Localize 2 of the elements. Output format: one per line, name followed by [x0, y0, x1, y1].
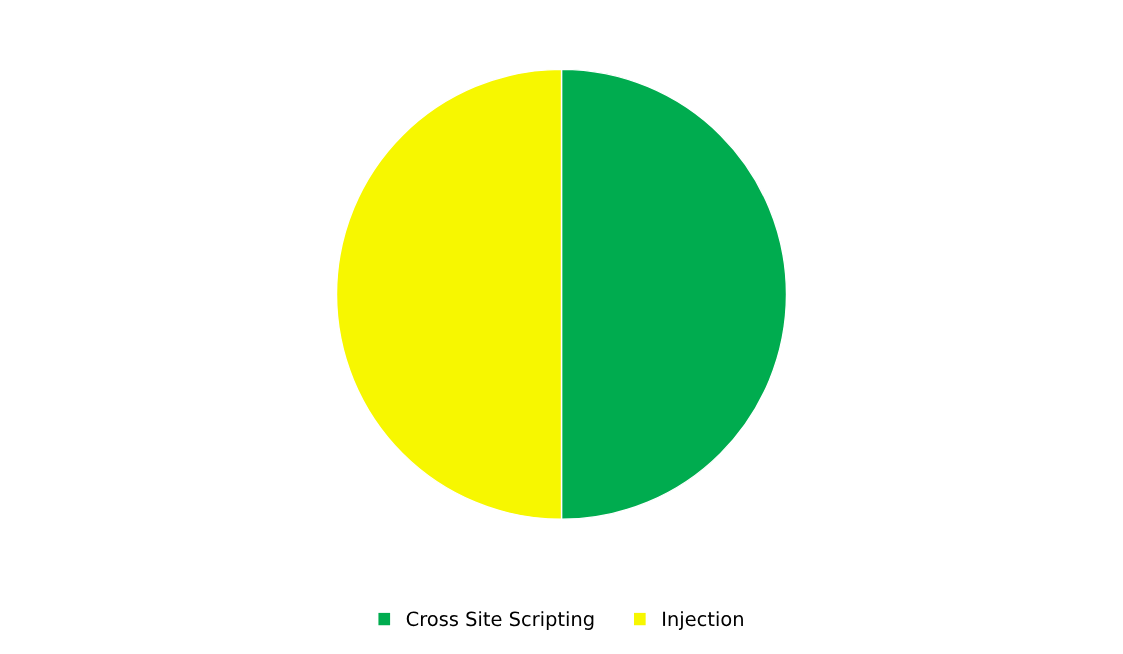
legend-label: Cross Site Scripting	[406, 611, 594, 630]
legend-label: Injection	[663, 611, 743, 630]
